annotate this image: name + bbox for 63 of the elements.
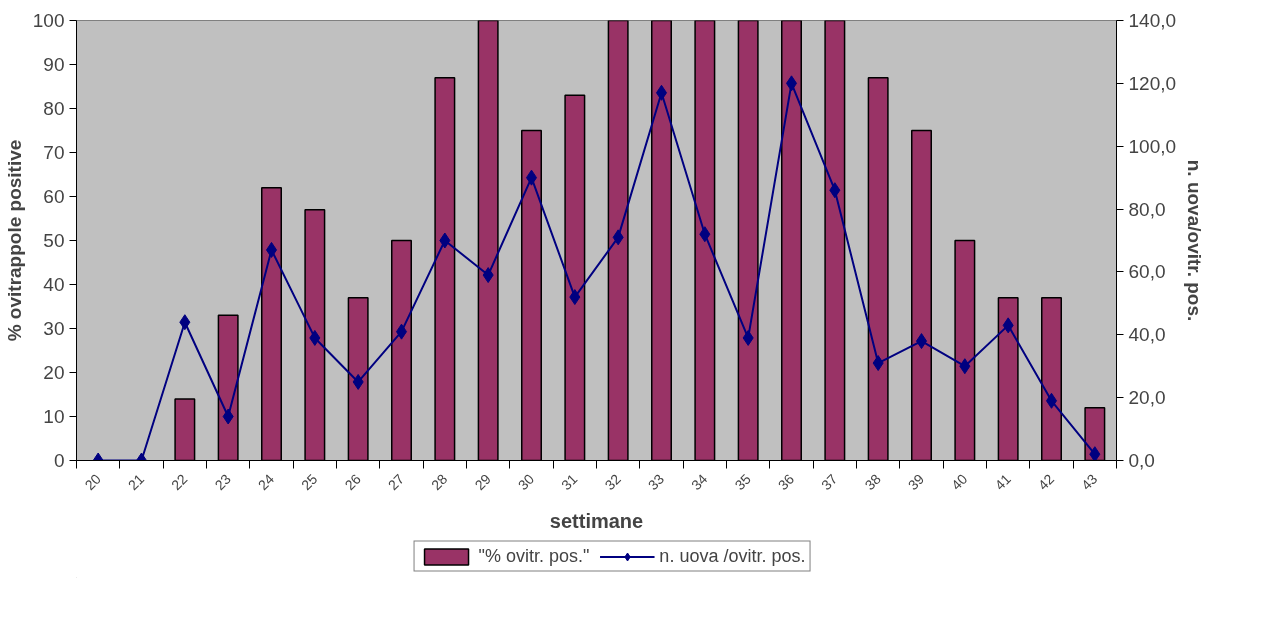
x-tick-label: 40 bbox=[948, 470, 971, 494]
y-tick-label: 0 bbox=[53, 450, 65, 471]
y-tick-label: 60 bbox=[43, 186, 65, 207]
point bbox=[309, 329, 321, 346]
point bbox=[439, 232, 451, 249]
x-axis-title: settimane bbox=[549, 509, 644, 532]
x-tick-label: 43 bbox=[1078, 470, 1101, 494]
y2-tick-label: 100,0 bbox=[1128, 135, 1177, 157]
point bbox=[352, 373, 364, 390]
x-tick-label: 34 bbox=[688, 470, 711, 494]
y2-tick-label: 80,0 bbox=[1128, 198, 1166, 220]
y2-tick-label: 60,0 bbox=[1128, 261, 1166, 283]
legend-label: "% ovitr. pos." bbox=[478, 545, 590, 567]
x-tick-label: 42 bbox=[1034, 470, 1058, 494]
x-tick-label: 24 bbox=[254, 470, 278, 494]
y2-tick-label: 40,0 bbox=[1128, 324, 1166, 346]
y-tick-label: 20 bbox=[43, 362, 65, 383]
point bbox=[829, 182, 841, 199]
x-tick-label: 27 bbox=[384, 470, 408, 494]
x-tick-label: 41 bbox=[991, 470, 1014, 494]
legend-label: n. uova /ovitr. pos. bbox=[659, 545, 806, 567]
point bbox=[872, 355, 884, 372]
x-tick-label: 22 bbox=[168, 470, 191, 494]
y-tick-label: 70 bbox=[43, 142, 65, 163]
y-tick-label: 30 bbox=[43, 318, 65, 339]
x-tick-label: 26 bbox=[341, 470, 364, 494]
y-tick-label: 40 bbox=[43, 274, 65, 295]
point bbox=[222, 408, 234, 425]
y2-tick-label: 120,0 bbox=[1128, 72, 1177, 94]
x-tick-label: 20 bbox=[81, 470, 104, 494]
x-tick-label: 39 bbox=[904, 470, 928, 494]
y2-axis-title: n. uova/ovitr. pos. bbox=[1184, 159, 1206, 322]
point bbox=[699, 226, 711, 243]
y2-tick-label: 20,0 bbox=[1128, 387, 1166, 409]
x-tick-label: 30 bbox=[514, 470, 538, 494]
x-tick-label: 21 bbox=[124, 470, 148, 494]
x-tick-label: 25 bbox=[298, 470, 321, 494]
point bbox=[482, 267, 494, 284]
y-axis-title: % ovitrappole positive bbox=[3, 139, 25, 342]
x-tick-label: 36 bbox=[774, 470, 798, 494]
x-tick-label: 37 bbox=[818, 470, 841, 494]
point bbox=[1089, 446, 1101, 461]
point bbox=[179, 314, 191, 331]
x-tick-label: 29 bbox=[471, 470, 494, 494]
point bbox=[612, 229, 624, 246]
x-tick-label: 28 bbox=[428, 470, 451, 494]
y-tick-label: 80 bbox=[43, 98, 65, 119]
y-tick-label: 90 bbox=[43, 54, 65, 75]
x-tick-label: 35 bbox=[731, 470, 754, 494]
y2-tick-label: 140,0 bbox=[1128, 10, 1177, 31]
point bbox=[1002, 317, 1014, 334]
y-tick-label: 10 bbox=[43, 406, 65, 427]
point bbox=[959, 358, 971, 375]
x-tick-label: 31 bbox=[558, 470, 581, 494]
point bbox=[569, 289, 581, 306]
x-tick-label: 32 bbox=[601, 470, 624, 494]
y-tick-label: 100 bbox=[32, 10, 65, 31]
x-tick-label: 38 bbox=[861, 470, 884, 494]
x-tick-label: 33 bbox=[644, 470, 668, 494]
x-tick-label: 23 bbox=[211, 470, 234, 494]
point bbox=[742, 329, 754, 346]
y-tick-label: 50 bbox=[43, 230, 65, 251]
y2-tick-label: 0,0 bbox=[1128, 450, 1155, 471]
